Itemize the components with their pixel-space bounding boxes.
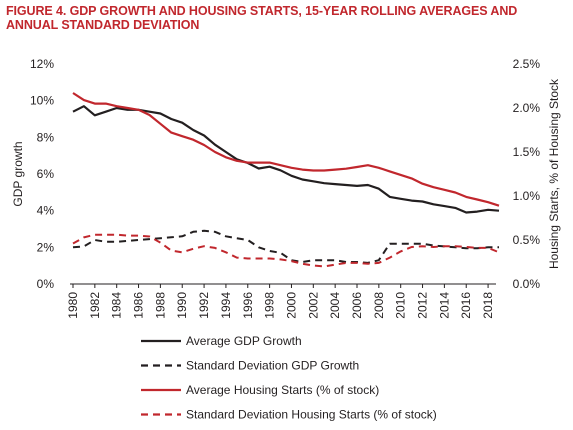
y-right-tick-label: 0.5%	[513, 233, 541, 247]
x-tick-label: 2000	[284, 292, 298, 319]
x-tick-label: 1994	[219, 292, 233, 319]
x-tick-label: 1984	[110, 292, 124, 319]
x-tick-label: 1998	[263, 292, 277, 319]
y-right-tick-label: 2.0%	[513, 101, 541, 115]
series-line-3	[72, 92, 500, 207]
y-axis-left-ticks: 0% 2% 4% 6% 8% 10% 12%	[30, 57, 54, 291]
x-tick-label: 1990	[175, 292, 189, 319]
x-tick-label: 2016	[459, 292, 473, 319]
x-tick-label: 1986	[132, 292, 146, 319]
x-tick-label: 2002	[306, 292, 320, 319]
y-axis-right-title: Housing Starts, % of Housing Stock	[547, 78, 561, 269]
series-line-1	[72, 105, 500, 214]
y-left-tick-label: 2%	[37, 240, 55, 254]
x-tick-label: 2018	[481, 292, 495, 319]
chart-title: FIGURE 4. GDP GROWTH AND HOUSING STARTS,…	[6, 4, 518, 32]
y-left-tick-label: 8%	[37, 130, 55, 144]
x-tick-label: 2010	[394, 292, 408, 319]
series-line-2	[72, 229, 499, 264]
y-axis-left-title: GDP growth	[11, 141, 25, 206]
y-left-tick-label: 0%	[37, 277, 55, 291]
x-tick-label: 2004	[328, 292, 342, 319]
x-tick-label: 1996	[241, 292, 255, 319]
x-tick-label: 2014	[437, 292, 451, 319]
y-left-tick-label: 10%	[30, 94, 54, 108]
x-tick-label: 1992	[197, 292, 211, 319]
y-left-tick-label: 12%	[30, 57, 54, 71]
legend-label-4: Standard Deviation Housing Starts (% of …	[186, 408, 437, 422]
x-axis-ticks: 1980 1982 1984 1986 1988 1990 1992 1994 1996 1998…	[66, 284, 495, 319]
y-right-tick-label: 0.0%	[513, 277, 541, 291]
series-line-4	[72, 233, 500, 268]
legend-label-1: Average GDP Growth	[186, 334, 302, 348]
legend-label-3: Average Housing Starts (% of stock)	[186, 383, 379, 397]
legend-label-2: Standard Deviation GDP Growth	[186, 359, 359, 373]
series-layer	[72, 92, 500, 268]
x-tick-label: 2008	[372, 292, 386, 319]
x-tick-label: 1982	[88, 292, 102, 319]
y-right-tick-label: 1.5%	[513, 145, 541, 159]
x-tick-label: 2012	[416, 292, 430, 319]
y-left-tick-label: 6%	[37, 167, 55, 181]
x-tick-label: 1980	[66, 292, 80, 319]
y-right-tick-label: 2.5%	[513, 57, 541, 71]
y-axis-right-ticks: 0.0% 0.5% 1.0% 1.5% 2.0% 2.5%	[513, 57, 541, 291]
x-tick-label: 2006	[350, 292, 364, 319]
x-tick-label: 1988	[153, 292, 167, 319]
legend: Average GDP Growth Standard Deviation GDP…	[141, 334, 437, 422]
y-right-tick-label: 1.0%	[513, 189, 541, 203]
y-left-tick-label: 4%	[37, 204, 55, 218]
